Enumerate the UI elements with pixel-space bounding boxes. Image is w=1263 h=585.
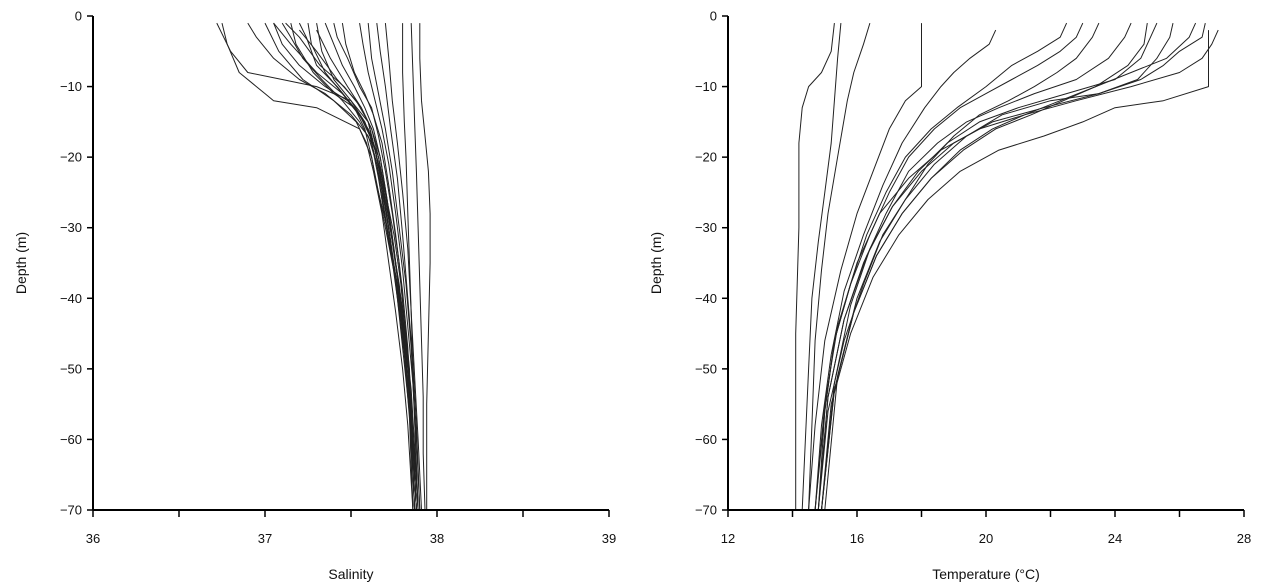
salinity-profile-line-1 — [221, 22, 417, 511]
salinity-profile-line-19 — [367, 23, 419, 511]
temperature-y-tick-label: −10 — [695, 79, 717, 94]
temperature-y-tick-label: −60 — [695, 432, 717, 447]
temperature-profile-line-7 — [814, 22, 1084, 511]
temperature-profile-line-16 — [821, 23, 1148, 511]
salinity-profile-line-22 — [273, 22, 414, 511]
salinity-profile-line-21 — [384, 23, 422, 511]
salinity-profile-line-2 — [216, 22, 416, 511]
temperature-panel: 0 −10 −20 −30 −40 −50 −60 −70 12 16 20 24 28 Temperat… — [648, 9, 1251, 583]
salinity-profile-line-8 — [307, 23, 417, 511]
salinity-y-tick-label: −30 — [60, 220, 82, 235]
temperature-y-tick-label: −50 — [695, 361, 717, 376]
temperature-profile-line-5 — [814, 29, 997, 511]
salinity-x-tick-label: 36 — [86, 531, 100, 546]
salinity-profile-line-14 — [299, 29, 414, 511]
salinity-y-axis-title: Depth (m) — [13, 232, 29, 294]
temperature-x-tick-label: 20 — [979, 531, 993, 546]
salinity-profile-line-23 — [264, 22, 414, 511]
temperature-x-tick-label: 16 — [850, 531, 864, 546]
salinity-y-tick-label: −50 — [60, 361, 82, 376]
salinity-panel: 0 −10 −20 −30 −40 −50 −60 −70 36 37 38 39 Salinity De… — [13, 9, 616, 583]
temperature-y-tick-label: −40 — [695, 291, 717, 306]
temperature-y-tick-label: −70 — [695, 503, 717, 518]
salinity-y-tick-label: −70 — [60, 503, 82, 518]
salinity-profile-line-13 — [316, 29, 416, 511]
salinity-profile-line-9 — [316, 23, 417, 511]
salinity-profile-line-20 — [376, 23, 421, 511]
temperature-y-tick-label: −20 — [695, 150, 717, 165]
salinity-y-tick-label: 0 — [75, 9, 82, 24]
temperature-profile-line-1 — [795, 23, 835, 510]
salinity-x-axis-title: Salinity — [328, 566, 373, 582]
temperature-profile-line-13 — [814, 29, 1219, 511]
salinity-profile-line-5 — [281, 22, 416, 511]
temperature-x-tick-label: 12 — [721, 531, 735, 546]
temperature-profile-line-12 — [817, 22, 1206, 511]
temperature-y-axis-title: Depth (m) — [648, 232, 664, 294]
salinity-x-tick-label: 39 — [602, 531, 616, 546]
salinity-profile-line-6 — [290, 22, 419, 511]
salinity-profile-line-12 — [341, 23, 417, 511]
salinity-profile-line-24 — [285, 22, 417, 511]
salinity-y-tick-label: −20 — [60, 150, 82, 165]
salinity-x-tick-label: 37 — [258, 531, 272, 546]
temperature-profile-line-11 — [824, 22, 1174, 511]
salinity-y-tick-label: −40 — [60, 291, 82, 306]
temperature-profile-line-10 — [821, 22, 1158, 511]
temperature-x-axis-title: Temperature (°C) — [932, 566, 1040, 582]
temperature-y-tick-label: 0 — [710, 9, 717, 24]
temperature-profile-line-14 — [821, 30, 1209, 511]
temperature-profile-line-15 — [821, 22, 1197, 511]
salinity-profile-line-17 — [410, 23, 426, 511]
salinity-profile-line-18 — [419, 23, 431, 510]
temperature-x-tick-label: 24 — [1108, 531, 1122, 546]
temperature-profile-line-3 — [808, 22, 871, 511]
salinity-y-tick-label: −60 — [60, 432, 82, 447]
salinity-y-tick-label: −10 — [60, 79, 82, 94]
temperature-profile-line-8 — [817, 22, 1100, 511]
temperature-x-tick-label: 28 — [1237, 531, 1251, 546]
temperature-y-tick-label: −30 — [695, 220, 717, 235]
salinity-x-tick-label: 38 — [430, 531, 444, 546]
temperature-profile-line-2 — [801, 23, 842, 511]
temperature-profile-line-4 — [808, 23, 922, 511]
